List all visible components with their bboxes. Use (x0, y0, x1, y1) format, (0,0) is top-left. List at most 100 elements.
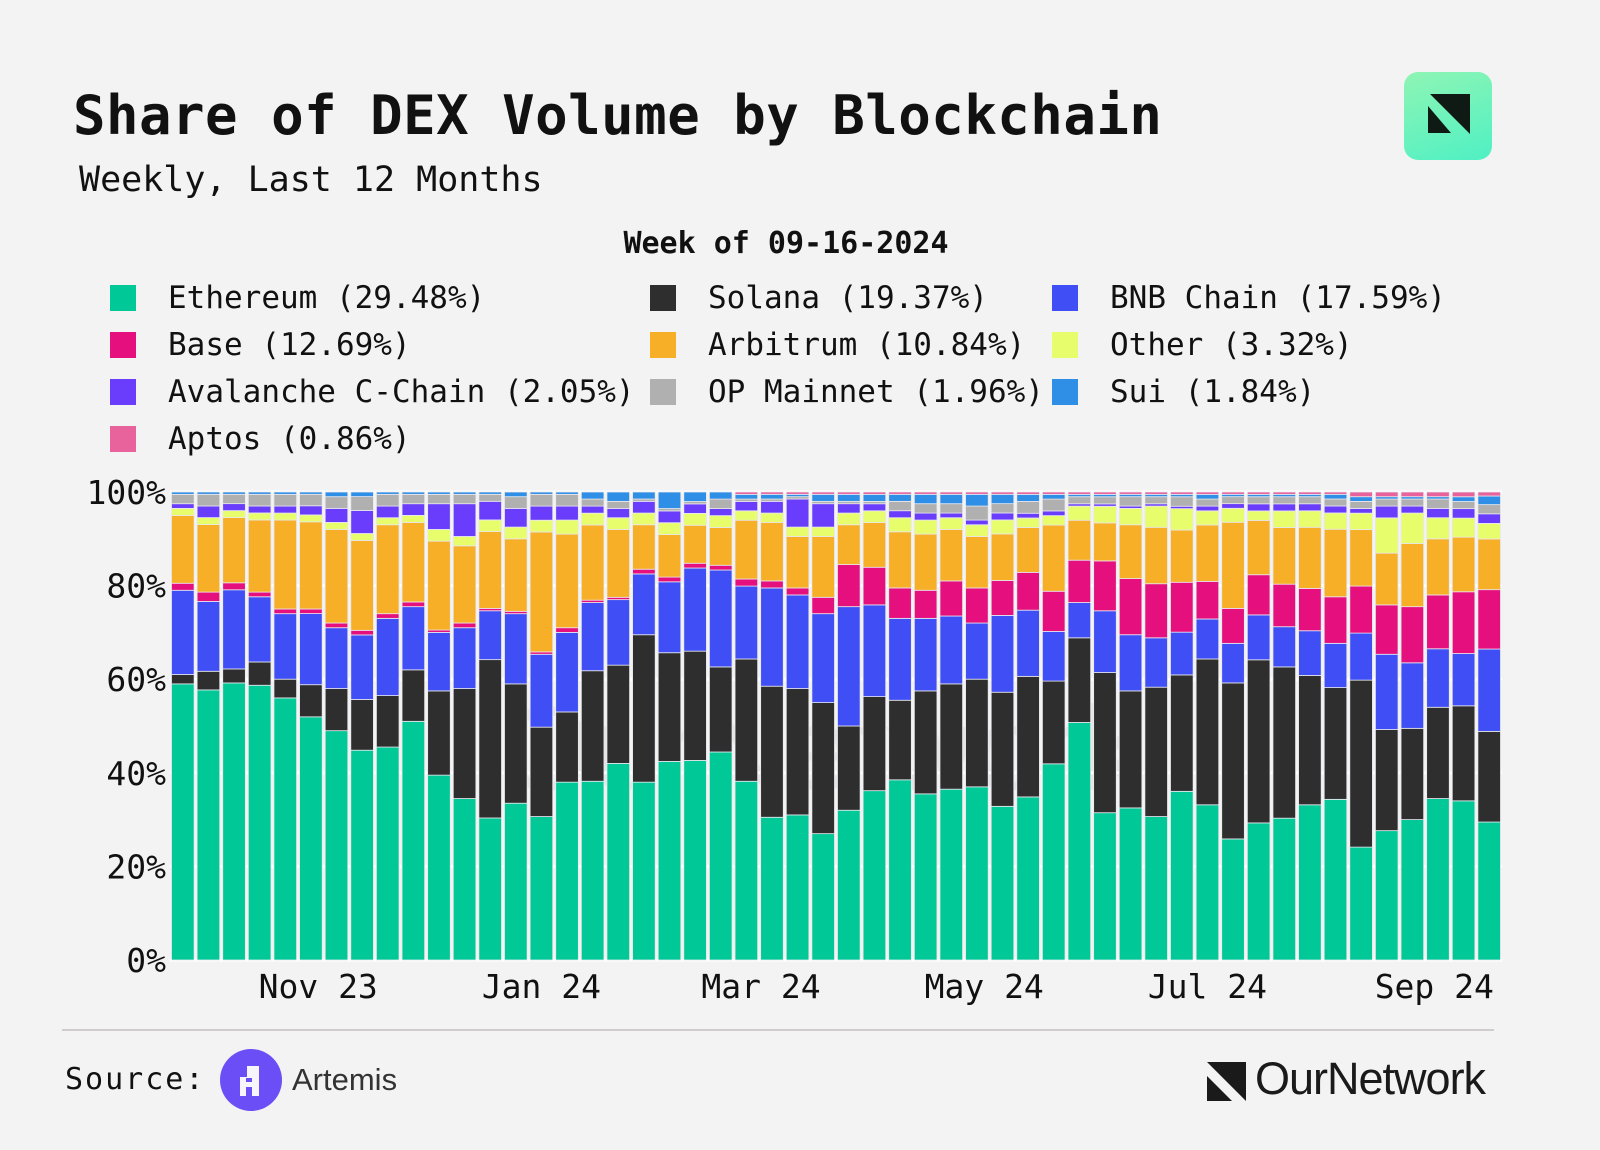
bar-segment-ethereum (683, 760, 707, 961)
bar-segment-solana (1246, 659, 1271, 824)
bar-segment-solana (888, 699, 912, 781)
bar-segment-sui (401, 491, 426, 495)
legend-item: Solana (19.37%) (650, 280, 988, 316)
bar-segment-arbitrum (837, 524, 861, 565)
bar-segment-bnb-chain (837, 606, 861, 727)
bar-segment-other (709, 515, 733, 528)
bar-segment-other (478, 519, 502, 532)
bar-segment-avalanche-c-chain (427, 503, 451, 530)
bar-segment-arbitrum (709, 527, 733, 566)
bar-segment-avalanche-c-chain (478, 500, 502, 521)
bar-segment-aptos (1323, 491, 1348, 495)
bar-segment-ethereum (1144, 816, 1168, 961)
bar-segment-ethereum (1016, 796, 1040, 961)
bar-segment-aptos (1170, 491, 1194, 495)
bar-segment-arbitrum (222, 517, 246, 584)
bar-segment-op-mainnet (299, 493, 323, 507)
bar-segment-other (1093, 505, 1117, 524)
bar-segment-aptos (1426, 491, 1450, 498)
bar-segment-sui (837, 493, 861, 502)
bar-segment-sui (1451, 496, 1476, 502)
bar-segment-solana (965, 678, 989, 788)
bar-segment-sui (171, 491, 195, 495)
legend-label: Base (12.69%) (168, 327, 411, 363)
bar-segment-ethereum (273, 697, 297, 961)
bar-segment-other (504, 526, 528, 540)
bar-segment-base (222, 582, 246, 591)
bar-segment-other (273, 512, 297, 521)
bar-segment-base (401, 601, 426, 608)
bar-segment-other (760, 512, 784, 523)
bar-segment-arbitrum (785, 536, 810, 589)
bar-segment-solana (1093, 672, 1117, 814)
bar-segment-ethereum (324, 730, 349, 961)
bar-segment-other (1016, 517, 1040, 528)
bar-segment-aptos (913, 491, 938, 495)
bar-segment-sui (504, 491, 528, 498)
bar-segment-other (862, 510, 887, 523)
bar-segment-other (1323, 512, 1348, 530)
bar-segment-arbitrum (760, 522, 784, 582)
legend-label: Avalanche C-Chain (2.05%) (168, 374, 635, 410)
bar-segment-other (555, 519, 579, 535)
bar-segment-solana (683, 650, 707, 761)
bar-segment-arbitrum (734, 519, 759, 580)
bar-segment-avalanche-c-chain (324, 507, 349, 523)
bar-segment-ethereum (657, 761, 682, 961)
bar-segment-ethereum (504, 802, 528, 961)
bar-segment-solana (1067, 637, 1092, 723)
bar-segment-bnb-chain (1298, 630, 1322, 676)
bar-segment-avalanche-c-chain (1477, 513, 1501, 524)
bar-segment-base (273, 608, 297, 615)
bar-segment-solana (1400, 727, 1425, 821)
bar-segment-other (1042, 515, 1066, 526)
bar-segment-op-mainnet (452, 493, 477, 505)
bar-segment-base (862, 566, 887, 606)
bar-segment-arbitrum (401, 522, 426, 603)
bar-segment-arbitrum (683, 524, 707, 564)
legend-swatch (110, 332, 136, 358)
bar-segment-bnb-chain (1221, 642, 1245, 684)
bar-segment-ethereum (1093, 812, 1117, 961)
legend-swatch (650, 379, 676, 405)
bar-segment-solana (529, 726, 554, 817)
legend-label: OP Mainnet (1.96%) (708, 374, 1044, 410)
bar-segment-solana (273, 678, 297, 699)
bar-segment-other (1067, 505, 1092, 521)
bar-segment-arbitrum (1170, 529, 1194, 583)
bar-segment-base (913, 589, 938, 619)
bar-segment-other (452, 536, 477, 547)
bar-segment-other (299, 514, 323, 523)
bar-segment-aptos (1067, 491, 1092, 495)
bar-segment-op-mainnet (1451, 501, 1476, 510)
bar-segment-bnb-chain (1195, 618, 1220, 660)
bar-segment-other (1246, 510, 1271, 521)
bar-segment-bnb-chain (811, 613, 835, 703)
bar-segment-solana (427, 690, 451, 776)
bar-segment-arbitrum (376, 524, 400, 615)
bar-segment-avalanche-c-chain (1298, 503, 1322, 512)
bar-segment-arbitrum (1195, 524, 1220, 582)
bar-segment-base (171, 582, 195, 591)
bar-segment-aptos (1477, 491, 1501, 497)
bar-segment-sui (222, 491, 246, 495)
bar-segment-op-mainnet (1016, 501, 1040, 514)
bar-segment-base (1272, 583, 1296, 628)
bar-segment-avalanche-c-chain (1016, 512, 1040, 519)
bar-segment-avalanche-c-chain (811, 503, 835, 528)
x-tick-label: May 24 (925, 967, 1044, 1006)
bar-segment-base (1093, 560, 1117, 612)
bar-segment-avalanche-c-chain (1195, 505, 1220, 512)
bar-segment-ethereum (1221, 838, 1245, 961)
bar-segment-bnb-chain (452, 627, 477, 689)
bar-segment-sui (427, 491, 451, 495)
legend-swatch (1052, 379, 1078, 405)
bar-segment-op-mainnet (1477, 504, 1501, 515)
bar-segment-sui (1323, 493, 1348, 500)
x-tick-label: Sep 24 (1375, 967, 1494, 1006)
bar-segment-op-mainnet (504, 496, 528, 509)
bar-segment-solana (299, 684, 323, 718)
bar-segment-other (734, 510, 759, 521)
legend-item: Sui (1.84%) (1052, 374, 1315, 410)
bar-segment-sui (478, 491, 502, 495)
